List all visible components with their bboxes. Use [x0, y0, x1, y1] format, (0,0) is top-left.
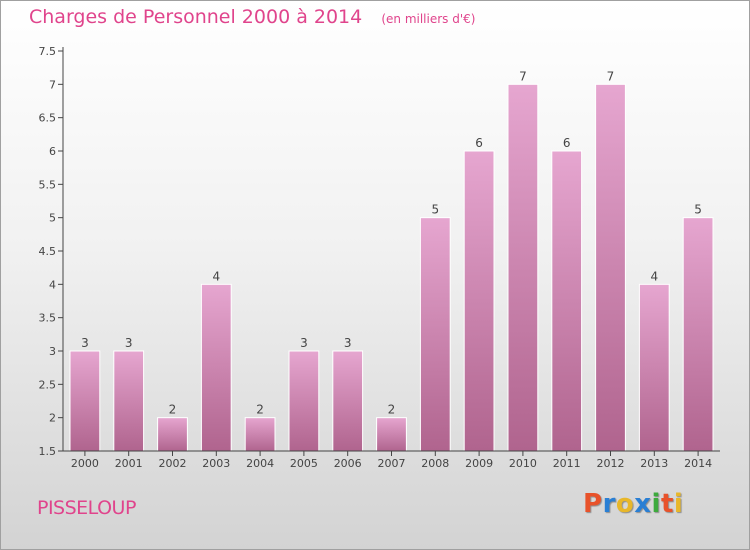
data-label: 5	[431, 203, 439, 217]
axis-layer: 1.5 2 2.5 3 3.5 4 4.5 5 5.5 6 6.5 7 7.5 2000 2001 2002 2…	[39, 45, 720, 470]
town-name: PISSELOUP	[37, 497, 136, 519]
bar	[69, 350, 101, 452]
data-label: 3	[81, 336, 89, 350]
chart-subtitle: (en milliers d'€)	[381, 12, 476, 26]
y-tick-label: 3	[49, 345, 56, 358]
x-tick-label: 2006	[334, 457, 362, 470]
proxiti-logo: Proxiti	[583, 489, 684, 519]
bar	[507, 83, 539, 452]
data-label: 3	[344, 336, 352, 350]
data-label: 2	[169, 403, 177, 417]
bar	[682, 217, 714, 452]
y-tick-label: 6	[49, 145, 56, 158]
y-tick-label: 2.5	[39, 378, 57, 391]
x-tick-label: 2009	[465, 457, 493, 470]
x-tick-label: 2001	[115, 457, 143, 470]
data-label: 6	[475, 136, 483, 150]
labels-layer: 3 3 2 4 2 3 3 2 5 6 7 6 7 4 5	[81, 69, 702, 416]
x-tick-label: 2010	[509, 457, 537, 470]
data-label: 4	[212, 269, 220, 283]
bar	[419, 217, 451, 452]
data-label: 7	[607, 69, 615, 83]
y-tick-label: 4.5	[39, 245, 57, 258]
bars-layer	[69, 83, 714, 452]
bar	[595, 83, 626, 452]
data-label: 5	[694, 203, 702, 217]
bar	[376, 417, 407, 452]
data-label: 3	[300, 336, 308, 350]
x-tick-label: 2004	[246, 457, 274, 470]
x-tick-label: 2012	[597, 457, 625, 470]
y-tick-label: 2	[49, 412, 56, 425]
y-tick-label: 4	[49, 278, 56, 291]
bar	[463, 150, 495, 452]
y-tick-label: 5	[49, 212, 56, 225]
x-tick-label: 2013	[640, 457, 668, 470]
y-tick-label: 3.5	[39, 312, 57, 325]
x-tick-label: 2000	[71, 457, 99, 470]
x-tick-label: 2011	[553, 457, 581, 470]
bar	[288, 350, 320, 452]
data-label: 7	[519, 69, 527, 83]
data-label: 4	[650, 269, 658, 283]
y-tick-label: 7	[49, 78, 56, 91]
bar	[332, 350, 364, 452]
title-row: Charges de Personnel 2000 à 2014 (en mil…	[29, 6, 475, 28]
data-label: 3	[125, 336, 133, 350]
data-label: 2	[256, 403, 264, 417]
bar	[157, 417, 188, 452]
bar	[638, 283, 670, 452]
y-tick-label: 6.5	[39, 112, 57, 125]
x-tick-label: 2005	[290, 457, 318, 470]
chart-title: Charges de Personnel 2000 à 2014	[29, 6, 363, 28]
x-tick-label: 2014	[684, 457, 712, 470]
x-tick-label: 2003	[202, 457, 230, 470]
bar	[551, 150, 583, 452]
y-tick-label: 1.5	[39, 445, 57, 458]
data-label: 6	[563, 136, 571, 150]
data-label: 2	[388, 403, 396, 417]
x-tick-label: 2002	[159, 457, 187, 470]
y-tick-label: 5.5	[39, 178, 57, 191]
bar	[244, 417, 276, 452]
x-tick-label: 2007	[378, 457, 406, 470]
y-tick-label: 7.5	[39, 45, 57, 58]
x-tick-label: 2008	[421, 457, 449, 470]
bar	[200, 283, 232, 452]
bar	[113, 350, 145, 452]
